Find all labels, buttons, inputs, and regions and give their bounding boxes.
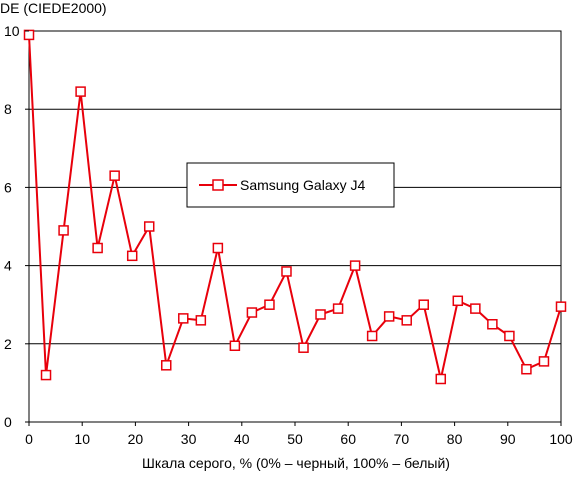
data-point: [487, 319, 498, 330]
legend-marker: [212, 179, 224, 191]
series-layer: [23, 29, 567, 385]
data-point: [264, 299, 275, 310]
x-tick-label: 80: [447, 431, 463, 447]
y-axis: 0 2 4 6 8 10: [4, 23, 29, 430]
data-point: [246, 307, 258, 318]
data-point: [470, 303, 481, 314]
data-point: [212, 242, 224, 254]
x-tick-label: 50: [287, 431, 303, 447]
y-tick-label: 6: [4, 179, 12, 195]
data-point: [349, 260, 361, 271]
data-point: [383, 311, 395, 322]
data-point: [521, 363, 532, 375]
data-point: [23, 29, 35, 41]
data-point: [161, 360, 172, 371]
x-tick-label: 70: [394, 431, 410, 447]
y-tick-label: 0: [4, 414, 12, 430]
data-point: [109, 170, 120, 181]
data-point: [504, 330, 515, 342]
plot-area: [28, 30, 562, 423]
x-tick-label: 20: [128, 431, 144, 447]
x-tick-label: 10: [74, 431, 90, 447]
data-point: [538, 356, 550, 367]
x-tick-label: 90: [500, 431, 516, 447]
x-tick-label: 40: [234, 431, 250, 447]
data-point: [143, 221, 155, 232]
y-tick-label: 10: [4, 23, 20, 39]
data-point: [178, 313, 189, 324]
data-point: [126, 250, 138, 262]
data-point: [366, 330, 378, 342]
y-tick-label: 8: [4, 101, 12, 117]
data-point: [418, 299, 429, 310]
legend: Samsung Galaxy J4: [186, 162, 395, 208]
data-point: [40, 369, 52, 381]
data-point: [298, 342, 309, 353]
data-point: [401, 315, 412, 326]
data-point: [195, 315, 207, 326]
data-point: [92, 242, 103, 254]
data-point: [58, 225, 69, 236]
x-axis-title: Шкала серого, % (0% – черный, 100% – бел…: [142, 455, 450, 471]
x-tick-label: 0: [25, 431, 33, 447]
data-point: [435, 373, 447, 385]
y-tick-label: 4: [4, 258, 12, 274]
y-tick-label: 2: [4, 336, 12, 352]
data-point: [75, 86, 86, 97]
data-point: [332, 303, 344, 314]
x-axis: 0 10 20 30 40 50 60 70 80 90 100: [25, 422, 573, 447]
x-tick-label: 30: [181, 431, 197, 447]
data-point: [452, 295, 464, 307]
data-point: [281, 266, 292, 277]
y-axis-title: DE (CIEDE2000): [0, 0, 107, 16]
x-tick-label: 100: [549, 431, 573, 447]
x-tick-label: 60: [340, 431, 356, 447]
data-point: [315, 309, 326, 320]
data-point: [555, 301, 567, 312]
legend-label: Samsung Galaxy J4: [240, 177, 365, 193]
data-point: [229, 340, 241, 352]
